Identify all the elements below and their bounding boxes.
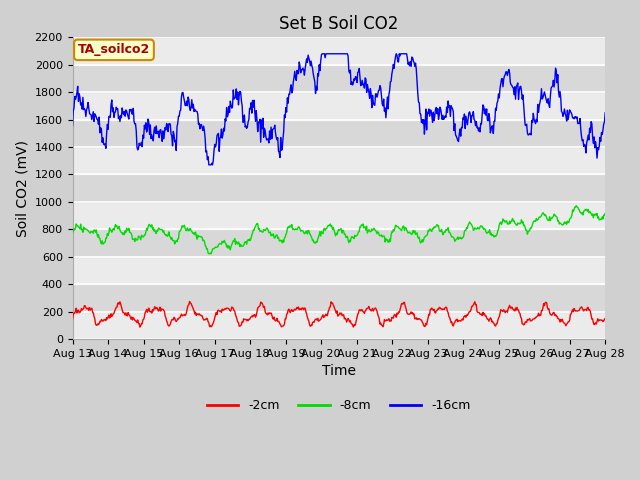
Title: Set B Soil CO2: Set B Soil CO2	[279, 15, 399, 33]
Bar	[72, 229, 605, 257]
Bar	[72, 37, 605, 65]
Bar	[72, 92, 605, 120]
Y-axis label: Soil CO2 (mV): Soil CO2 (mV)	[15, 140, 29, 237]
Text: TA_soilco2: TA_soilco2	[78, 43, 150, 56]
Bar	[72, 10, 605, 37]
Legend: -2cm, -8cm, -16cm: -2cm, -8cm, -16cm	[202, 394, 476, 417]
Bar	[72, 147, 605, 174]
Bar	[72, 312, 605, 339]
Bar	[72, 65, 605, 92]
Bar	[72, 257, 605, 284]
Bar	[72, 202, 605, 229]
X-axis label: Time: Time	[322, 364, 356, 378]
Bar	[72, 174, 605, 202]
Bar	[72, 120, 605, 147]
Bar	[72, 284, 605, 312]
